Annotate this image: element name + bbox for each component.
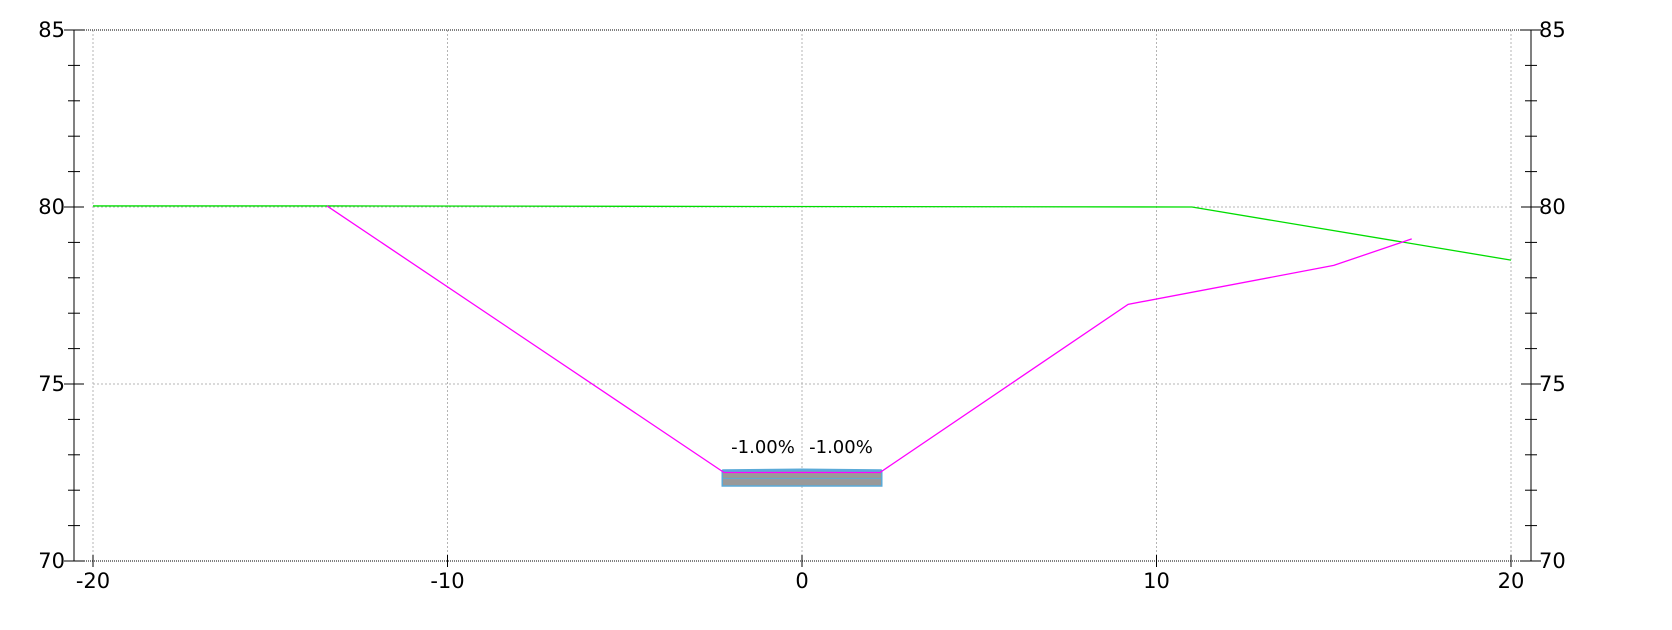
tick-labels: 70 70 75 75 80 80 85 85 -20 -10 0 10 20 -1.00% -1.00% [38,18,1565,593]
y-tick-label-right: 85 [1539,18,1566,42]
design-line [326,205,1412,474]
y-tick-label-left: 80 [38,195,65,219]
axes [64,29,1541,567]
x-tick-label: -20 [76,569,110,593]
y-tick-label-left: 85 [38,18,65,42]
y-tick-label-right: 80 [1539,195,1566,219]
x-tick-label: -10 [430,569,464,593]
y-tick-label-left: 70 [38,549,65,573]
ground-line [93,205,1512,261]
y-tick-label-right: 75 [1539,372,1566,396]
x-tick-label: 20 [1498,569,1525,593]
x-tick-label: 10 [1143,569,1170,593]
y-tick-label-right: 70 [1539,549,1566,573]
pavement-surface [722,468,882,473]
slope-label-left: -1.00% [731,437,795,458]
y-tick-label-left: 75 [38,372,65,396]
slope-label-right: -1.00% [809,437,873,458]
x-tick-label: 0 [795,569,808,593]
plot-area [93,205,1512,487]
